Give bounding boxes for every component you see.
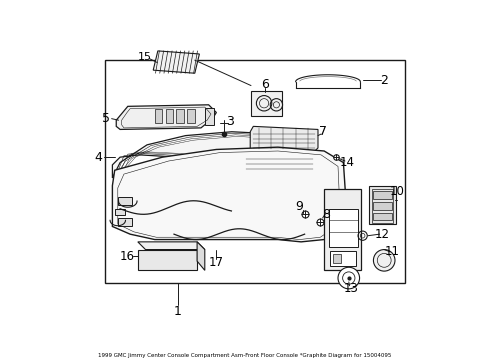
Bar (187, 109, 194, 123)
Text: 1: 1 (174, 305, 182, 318)
Polygon shape (197, 242, 204, 270)
Text: 7: 7 (318, 125, 326, 138)
Text: 14: 14 (339, 156, 354, 169)
Text: 6: 6 (261, 78, 268, 91)
Bar (165, 109, 173, 123)
Text: 9: 9 (294, 200, 302, 213)
Bar (368, 186, 395, 224)
Bar (115, 209, 125, 215)
Text: 16: 16 (119, 250, 134, 263)
Bar (250, 91, 281, 116)
Polygon shape (250, 126, 317, 151)
Text: 4: 4 (94, 150, 102, 164)
Bar (118, 197, 131, 205)
Text: 3: 3 (226, 115, 234, 128)
Bar (104, 60, 404, 283)
Polygon shape (324, 189, 360, 270)
Bar (329, 251, 356, 266)
Bar (372, 191, 391, 199)
Bar (372, 202, 391, 210)
Polygon shape (153, 51, 199, 73)
Polygon shape (243, 149, 315, 174)
Polygon shape (138, 249, 197, 270)
Text: 1999 GMC Jimmy Center Console Compartment Asm-Front Floor Console *Graphite Diag: 1999 GMC Jimmy Center Console Compartmen… (98, 353, 390, 358)
Bar (328, 209, 357, 247)
Bar (118, 218, 131, 226)
Circle shape (337, 267, 359, 289)
Text: 12: 12 (374, 228, 388, 240)
Bar (176, 109, 183, 123)
Circle shape (373, 249, 394, 271)
Text: 17: 17 (208, 256, 224, 269)
Polygon shape (138, 242, 204, 249)
Bar (372, 213, 391, 220)
Text: 10: 10 (389, 185, 404, 198)
Bar (333, 254, 341, 264)
Text: 11: 11 (384, 244, 399, 258)
Bar (154, 109, 162, 123)
Text: 2: 2 (380, 74, 387, 87)
Polygon shape (112, 147, 345, 242)
Polygon shape (116, 105, 216, 130)
Text: 15: 15 (138, 52, 151, 62)
Polygon shape (112, 132, 301, 178)
Text: 8: 8 (321, 208, 329, 221)
Text: 5: 5 (102, 112, 110, 125)
Bar (371, 189, 392, 223)
Text: 13: 13 (343, 282, 358, 294)
Bar (204, 108, 214, 125)
